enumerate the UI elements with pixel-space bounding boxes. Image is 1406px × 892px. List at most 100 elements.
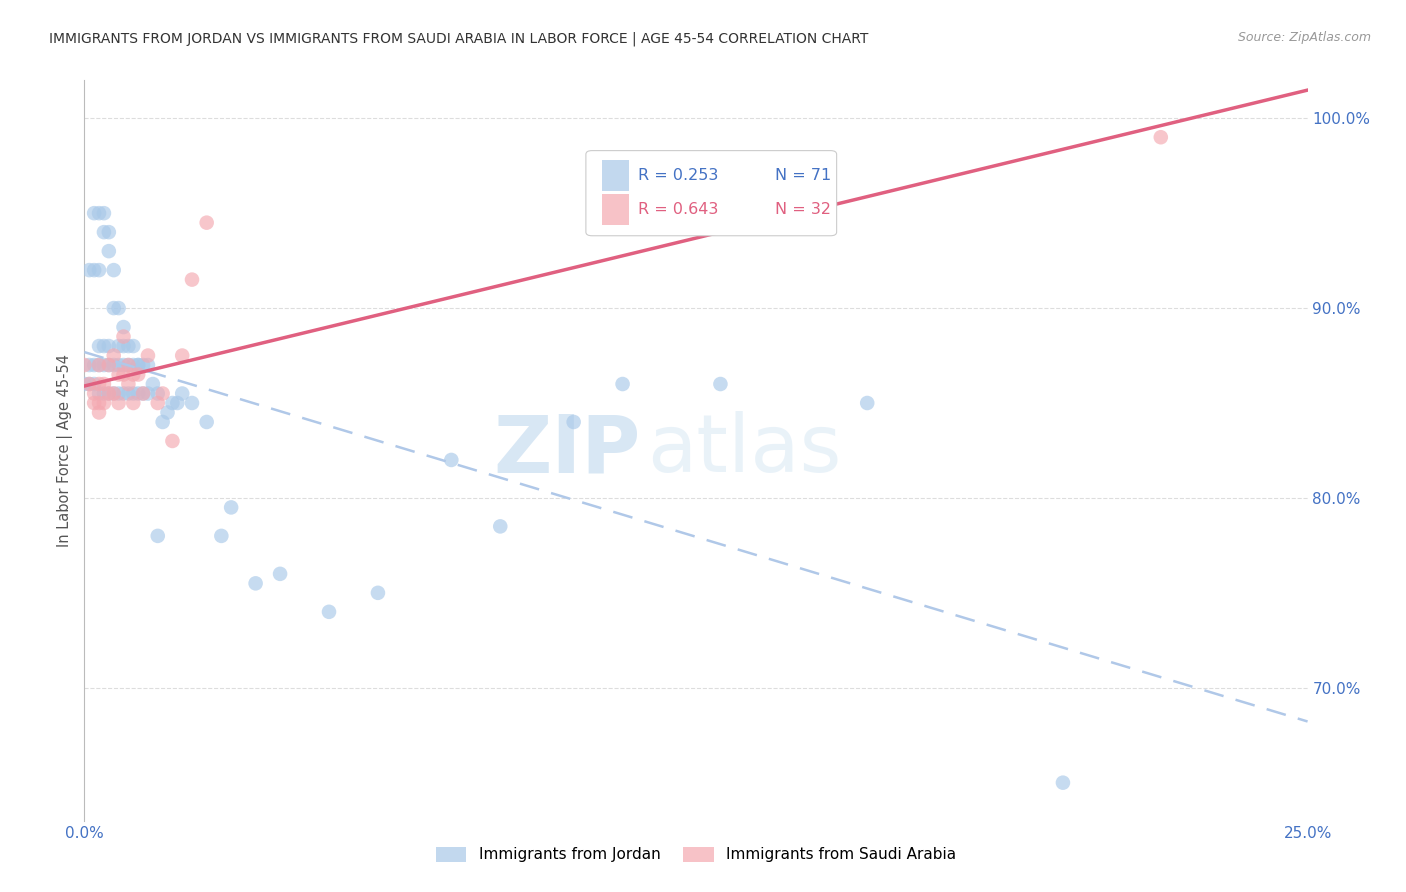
- Point: [367, 586, 389, 600]
- Point: [1052, 775, 1074, 789]
- Point: [112, 320, 135, 334]
- Point: [93, 358, 115, 372]
- Point: [112, 358, 135, 372]
- Point: [107, 301, 129, 315]
- Point: [127, 368, 149, 382]
- Text: IMMIGRANTS FROM JORDAN VS IMMIGRANTS FROM SAUDI ARABIA IN LABOR FORCE | AGE 45-5: IMMIGRANTS FROM JORDAN VS IMMIGRANTS FRO…: [49, 31, 869, 45]
- Point: [87, 339, 110, 353]
- Point: [107, 358, 129, 372]
- FancyBboxPatch shape: [586, 151, 837, 235]
- Point: [97, 358, 120, 372]
- Point: [162, 434, 184, 448]
- Point: [142, 377, 165, 392]
- Point: [172, 349, 194, 363]
- Point: [127, 358, 149, 372]
- Point: [103, 386, 125, 401]
- Text: N = 71: N = 71: [776, 169, 832, 183]
- Point: [117, 386, 139, 401]
- Point: [107, 339, 129, 353]
- Point: [93, 225, 115, 239]
- Point: [146, 529, 169, 543]
- Point: [117, 358, 139, 372]
- Point: [122, 396, 145, 410]
- Point: [93, 206, 115, 220]
- Point: [127, 386, 149, 401]
- Point: [245, 576, 267, 591]
- Point: [103, 386, 125, 401]
- Point: [269, 566, 291, 581]
- Point: [146, 396, 169, 410]
- Point: [127, 358, 149, 372]
- Text: R = 0.643: R = 0.643: [638, 202, 718, 217]
- Point: [132, 386, 155, 401]
- Point: [156, 405, 179, 419]
- Point: [318, 605, 340, 619]
- Point: [489, 519, 512, 533]
- Point: [77, 377, 100, 392]
- Point: [83, 358, 105, 372]
- Point: [83, 386, 105, 401]
- Point: [107, 396, 129, 410]
- Point: [103, 349, 125, 363]
- Point: [93, 386, 115, 401]
- Point: [181, 396, 204, 410]
- Point: [73, 358, 96, 372]
- Point: [209, 529, 232, 543]
- Point: [122, 386, 145, 401]
- Point: [122, 368, 145, 382]
- Point: [112, 386, 135, 401]
- Text: atlas: atlas: [647, 411, 841, 490]
- Point: [97, 244, 120, 259]
- Point: [73, 377, 96, 392]
- Point: [103, 358, 125, 372]
- Point: [87, 358, 110, 372]
- Point: [112, 339, 135, 353]
- Point: [219, 500, 242, 515]
- Point: [112, 329, 135, 343]
- Point: [87, 386, 110, 401]
- Point: [93, 377, 115, 392]
- Point: [856, 396, 879, 410]
- Point: [117, 339, 139, 353]
- Point: [77, 358, 100, 372]
- Point: [195, 415, 218, 429]
- Point: [87, 263, 110, 277]
- Point: [87, 377, 110, 392]
- Point: [87, 396, 110, 410]
- Point: [195, 216, 218, 230]
- Text: N = 32: N = 32: [776, 202, 831, 217]
- Point: [162, 396, 184, 410]
- Point: [97, 386, 120, 401]
- Point: [93, 339, 115, 353]
- Point: [107, 368, 129, 382]
- Point: [146, 386, 169, 401]
- Point: [709, 377, 731, 392]
- Point: [117, 358, 139, 372]
- Point: [166, 396, 188, 410]
- Point: [152, 415, 174, 429]
- Point: [87, 206, 110, 220]
- Point: [1150, 130, 1173, 145]
- Point: [107, 386, 129, 401]
- Point: [440, 453, 463, 467]
- Point: [97, 225, 120, 239]
- Point: [103, 301, 125, 315]
- Point: [562, 415, 585, 429]
- Point: [122, 358, 145, 372]
- Point: [181, 272, 204, 286]
- Point: [152, 386, 174, 401]
- Point: [97, 339, 120, 353]
- Point: [83, 396, 105, 410]
- Text: ZIP: ZIP: [494, 411, 641, 490]
- Bar: [602, 161, 628, 191]
- Point: [83, 263, 105, 277]
- Point: [83, 377, 105, 392]
- Legend: Immigrants from Jordan, Immigrants from Saudi Arabia: Immigrants from Jordan, Immigrants from …: [430, 841, 962, 869]
- Point: [132, 358, 155, 372]
- Point: [87, 358, 110, 372]
- Point: [93, 396, 115, 410]
- Point: [97, 386, 120, 401]
- Point: [103, 263, 125, 277]
- Point: [172, 386, 194, 401]
- Point: [136, 386, 159, 401]
